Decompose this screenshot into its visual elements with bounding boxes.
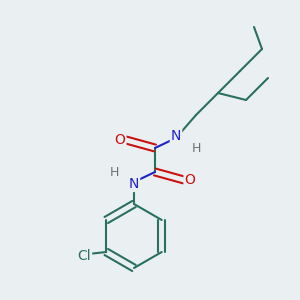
Text: O: O xyxy=(184,173,195,187)
Text: H: H xyxy=(109,166,119,178)
Text: H: H xyxy=(191,142,201,154)
Text: N: N xyxy=(129,177,139,191)
Text: Cl: Cl xyxy=(77,249,91,263)
Text: O: O xyxy=(115,133,125,147)
Text: N: N xyxy=(171,129,181,143)
